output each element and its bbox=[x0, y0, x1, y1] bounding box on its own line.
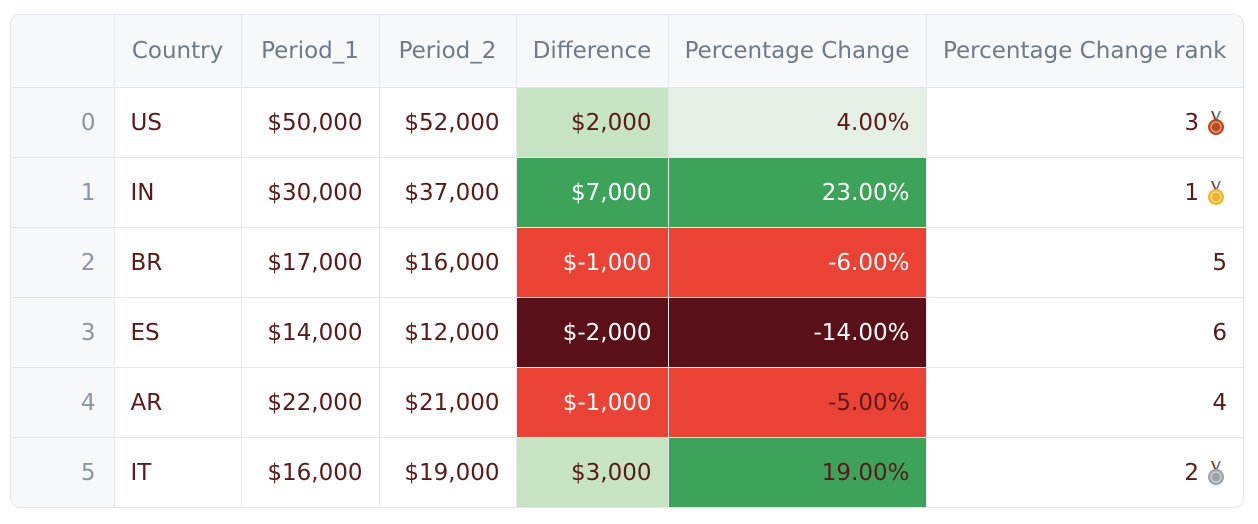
country-cell[interactable]: IN bbox=[114, 157, 242, 228]
index-header[interactable] bbox=[11, 15, 115, 88]
period-1-cell[interactable]: $22,000 bbox=[241, 367, 380, 438]
period-1-cell[interactable]: $14,000 bbox=[241, 297, 380, 368]
table-row: 1 IN $30,000 $37,000 $7,000 23.00% 1 bbox=[11, 157, 1243, 228]
percentage-change-cell[interactable]: 19.00% bbox=[668, 437, 927, 507]
table-row: 0 US $50,000 $52,000 $2,000 4.00% 3 bbox=[11, 87, 1243, 158]
country-cell[interactable]: US bbox=[114, 87, 242, 158]
percentage-change-cell[interactable]: -6.00% bbox=[668, 227, 927, 298]
row-index-cell[interactable]: 3 bbox=[11, 297, 115, 368]
period-2-cell[interactable]: $21,000 bbox=[379, 367, 517, 438]
difference-cell[interactable]: $-2,000 bbox=[516, 297, 669, 368]
row-index-cell[interactable]: 4 bbox=[11, 367, 115, 438]
table-row: 3 ES $14,000 $12,000 $-2,000 -14.00% 6 bbox=[11, 297, 1243, 368]
percentage-change-rank-cell[interactable]: 3 bbox=[926, 87, 1243, 158]
percentage-change-rank-cell[interactable]: 4 bbox=[926, 367, 1243, 438]
percentage-change-cell[interactable]: 4.00% bbox=[668, 87, 927, 158]
country-cell[interactable]: AR bbox=[114, 367, 242, 438]
percentage-change-rank-cell[interactable]: 6 bbox=[926, 297, 1243, 368]
percentage-change-rank-cell[interactable]: 5 bbox=[926, 227, 1243, 298]
percentage-change-cell[interactable]: 23.00% bbox=[668, 157, 927, 228]
row-index-cell[interactable]: 5 bbox=[11, 437, 115, 507]
period-2-cell[interactable]: $37,000 bbox=[379, 157, 517, 228]
dataframe-table: Country Period_1 Period_2 Difference Per… bbox=[11, 15, 1243, 507]
period-2-header[interactable]: Period_2 bbox=[379, 15, 517, 88]
period-2-cell[interactable]: $52,000 bbox=[379, 87, 517, 158]
gold-medal-icon bbox=[1205, 180, 1227, 206]
period-2-cell[interactable]: $12,000 bbox=[379, 297, 517, 368]
percentage-change-rank-cell[interactable]: 1 bbox=[926, 157, 1243, 228]
rank-value: 3 bbox=[1184, 109, 1199, 136]
percentage-change-header[interactable]: Percentage Change bbox=[668, 15, 927, 88]
period-1-cell[interactable]: $16,000 bbox=[241, 437, 380, 507]
difference-cell[interactable]: $-1,000 bbox=[516, 367, 669, 438]
country-cell[interactable]: BR bbox=[114, 227, 242, 298]
period-1-cell[interactable]: $50,000 bbox=[241, 87, 380, 158]
table-row: 4 AR $22,000 $21,000 $-1,000 -5.00% 4 bbox=[11, 367, 1243, 438]
percentage-change-rank-cell[interactable]: 2 bbox=[926, 438, 1243, 508]
rank-value: 4 bbox=[1212, 389, 1227, 416]
country-cell[interactable]: ES bbox=[114, 297, 242, 368]
dataframe-table-container: Country Period_1 Period_2 Difference Per… bbox=[10, 14, 1244, 508]
difference-header[interactable]: Difference bbox=[516, 15, 669, 88]
percentage-change-cell[interactable]: -5.00% bbox=[668, 367, 927, 438]
rank-value: 1 bbox=[1184, 179, 1199, 206]
table-row: 5 IT $16,000 $19,000 $3,000 19.00% 2 bbox=[11, 437, 1243, 508]
country-header[interactable]: Country bbox=[114, 15, 242, 88]
header-row: Country Period_1 Period_2 Difference Per… bbox=[11, 15, 1243, 88]
period-1-header[interactable]: Period_1 bbox=[241, 15, 380, 88]
difference-cell[interactable]: $3,000 bbox=[516, 437, 669, 507]
period-1-cell[interactable]: $17,000 bbox=[241, 227, 380, 298]
rank-value: 5 bbox=[1212, 249, 1227, 276]
period-2-cell[interactable]: $16,000 bbox=[379, 227, 517, 298]
row-index-cell[interactable]: 0 bbox=[11, 87, 115, 158]
rank-value: 2 bbox=[1184, 459, 1199, 486]
percentage-change-cell[interactable]: -14.00% bbox=[668, 297, 927, 368]
rank-value: 6 bbox=[1212, 319, 1227, 346]
period-2-cell[interactable]: $19,000 bbox=[379, 437, 517, 507]
row-index-cell[interactable]: 2 bbox=[11, 227, 115, 298]
difference-cell[interactable]: $7,000 bbox=[516, 157, 669, 228]
row-index-cell[interactable]: 1 bbox=[11, 157, 115, 228]
bronze-medal-icon bbox=[1205, 110, 1227, 136]
difference-cell[interactable]: $-1,000 bbox=[516, 227, 669, 298]
country-cell[interactable]: IT bbox=[114, 437, 242, 507]
table-row: 2 BR $17,000 $16,000 $-1,000 -6.00% 5 bbox=[11, 227, 1243, 298]
percentage-change-rank-header[interactable]: Percentage Change rank bbox=[926, 15, 1243, 88]
difference-cell[interactable]: $2,000 bbox=[516, 87, 669, 158]
silver-medal-icon bbox=[1205, 460, 1227, 486]
period-1-cell[interactable]: $30,000 bbox=[241, 157, 380, 228]
